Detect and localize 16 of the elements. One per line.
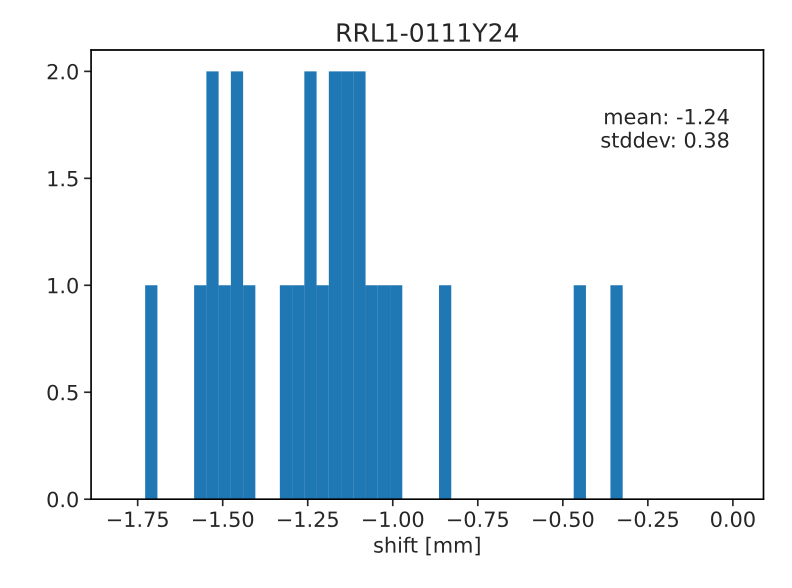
- y-tick-label: 0.0: [48, 492, 78, 508]
- annotation: mean: -1.24 stddev: 0.38: [601, 108, 729, 148]
- x-tick-label: −1.75: [108, 512, 168, 528]
- x-tick-label: −0.25: [618, 511, 678, 528]
- y-tick-label: 1.5: [48, 171, 78, 187]
- x-tick-label: −0.50: [533, 511, 594, 528]
- x-tick-label: −0.75: [448, 511, 508, 528]
- x-tick-label: −1.50: [192, 511, 254, 528]
- y-tick-label: 2.0: [48, 64, 78, 80]
- x-axis-title: shift [mm]: [374, 536, 480, 556]
- y-tick-label: 1.0: [48, 278, 78, 294]
- x-tick-label: 0.00: [711, 511, 755, 528]
- chart-title: RRL1-0111Y24: [338, 23, 518, 42]
- x-tick-label: −1.00: [363, 511, 424, 528]
- y-tick-label: 0.5: [48, 384, 78, 400]
- x-tick-label: −1.25: [278, 511, 338, 528]
